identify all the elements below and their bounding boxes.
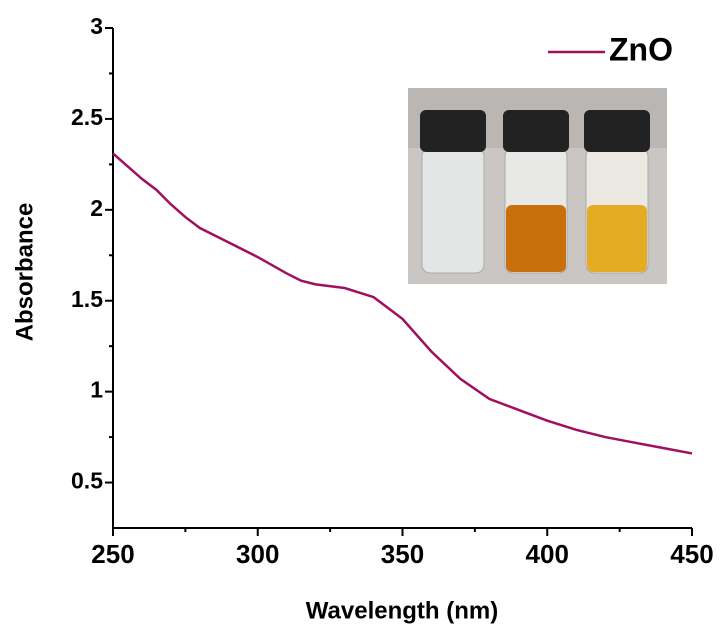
inset-photo — [408, 88, 667, 284]
y-tick-label: 1.5 — [71, 286, 103, 312]
y-tick-label: 3 — [90, 13, 103, 39]
y-tick-label: 2.5 — [71, 104, 103, 130]
x-tick-label: 400 — [526, 539, 569, 569]
y-tick-label: 0.5 — [71, 468, 103, 494]
x-axis-label: Wavelength (nm) — [306, 597, 498, 624]
legend-label: ZnO — [609, 31, 673, 67]
x-tick-label: 300 — [236, 539, 279, 569]
chart: Wavelength (nm) Absorbance 0.5 1 1.5 2 2.5 3 2… — [0, 0, 725, 634]
y-axis-label: Absorbance — [11, 203, 38, 342]
y-tick-label: 1 — [90, 377, 103, 403]
x-tick-label: 350 — [381, 539, 424, 569]
x-tick-label: 450 — [670, 539, 713, 569]
x-tick-label: 250 — [91, 539, 134, 569]
y-tick-label: 2 — [90, 195, 103, 221]
